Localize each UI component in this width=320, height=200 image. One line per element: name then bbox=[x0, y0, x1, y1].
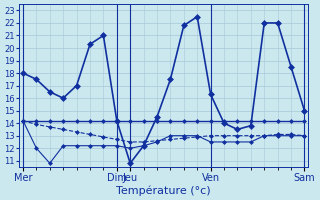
X-axis label: Température (°c): Température (°c) bbox=[116, 185, 211, 196]
